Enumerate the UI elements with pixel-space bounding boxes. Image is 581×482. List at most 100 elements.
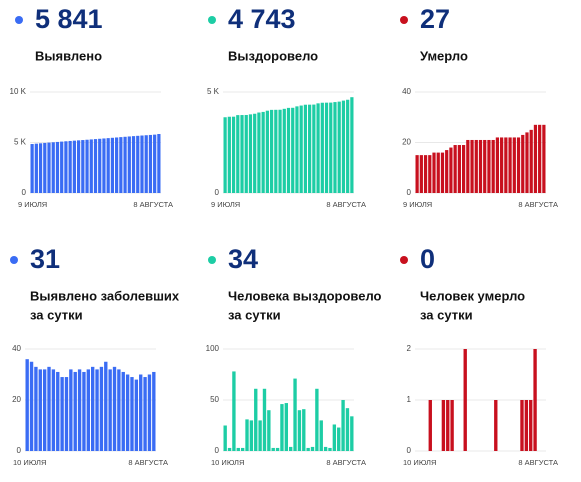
bar [153, 134, 157, 193]
bar [253, 113, 257, 193]
bar [494, 400, 498, 451]
bar [121, 371, 125, 451]
y-tick-label: 1 [407, 395, 412, 404]
y-tick-label: 50 [210, 395, 219, 404]
bar [478, 139, 483, 193]
bar [423, 155, 428, 193]
bar [76, 140, 81, 193]
bar [538, 124, 542, 193]
bar [82, 371, 86, 451]
bar [258, 420, 262, 451]
bar [257, 112, 261, 193]
y-tick-label: 40 [12, 344, 21, 353]
bar [337, 427, 341, 451]
bar [440, 152, 445, 193]
bar [324, 102, 329, 193]
bar [56, 371, 60, 451]
bar [81, 140, 85, 193]
metric-label: Выявлено заболевших [30, 288, 180, 303]
bar [328, 447, 332, 451]
bullet [15, 16, 23, 24]
bar [350, 416, 354, 451]
bar [42, 369, 47, 451]
bar [457, 145, 461, 193]
bar [293, 378, 297, 451]
bar [134, 379, 139, 451]
bar [329, 102, 333, 193]
bar [223, 117, 227, 193]
bar [282, 108, 286, 193]
bar [99, 366, 104, 451]
y-tick-label: 0 [215, 446, 220, 455]
metric-label: за сутки [420, 307, 473, 322]
bar [441, 400, 446, 451]
y-tick-label: 0 [407, 446, 412, 455]
x-tick-label: 9 ИЮЛЯ [18, 200, 47, 209]
bar [245, 419, 249, 451]
x-tick-label: 8 АВГУСТА [518, 200, 558, 209]
bar [350, 97, 354, 193]
y-tick-label: 5 K [207, 87, 220, 96]
bar [86, 369, 90, 451]
bar [310, 446, 315, 451]
bar [312, 104, 316, 193]
bar [508, 137, 512, 193]
bar [432, 152, 436, 193]
bar [323, 446, 328, 451]
headline-value: 0 [420, 244, 435, 274]
bar [521, 134, 525, 193]
x-tick-label: 8 АВГУСТА [128, 458, 168, 467]
bar [529, 400, 533, 451]
metric-label: за сутки [228, 307, 281, 322]
bar [64, 141, 68, 193]
bar [98, 138, 102, 193]
y-tick-label: 5 K [14, 138, 27, 147]
headline-value: 31 [30, 244, 60, 274]
bar [542, 124, 546, 193]
bullet [400, 16, 408, 24]
y-tick-label: 100 [206, 344, 220, 353]
bar [112, 366, 117, 451]
bar [524, 400, 529, 451]
x-tick-label: 10 ИЮЛЯ [211, 458, 244, 467]
x-tick-label: 10 ИЮЛЯ [13, 458, 46, 467]
bar [125, 374, 130, 451]
bar [286, 107, 291, 193]
bar [275, 447, 280, 451]
bar [308, 104, 312, 193]
bar [315, 388, 319, 451]
bar [529, 129, 533, 193]
bar [267, 410, 271, 451]
bar [123, 136, 127, 193]
bar [43, 142, 47, 193]
bar [104, 361, 108, 451]
bar [520, 400, 524, 451]
bar [254, 388, 258, 451]
bar [428, 155, 432, 193]
x-tick-label: 9 ИЮЛЯ [211, 200, 240, 209]
y-tick-label: 0 [407, 188, 412, 197]
bar [240, 115, 244, 193]
y-tick-label: 40 [402, 87, 411, 96]
bar [47, 142, 51, 193]
bar [236, 447, 240, 451]
bar [38, 143, 43, 193]
bar [77, 369, 82, 451]
bar [106, 138, 110, 193]
metric-label: Выявлено [35, 48, 102, 63]
bar [525, 132, 529, 193]
headline-value: 34 [228, 244, 258, 274]
bar [436, 152, 440, 193]
bar [244, 114, 248, 193]
bullet [10, 256, 18, 264]
bar [29, 361, 34, 451]
bar [73, 371, 77, 451]
headline-value: 27 [420, 4, 450, 34]
bar [341, 100, 346, 193]
bar [240, 447, 245, 451]
bar [231, 116, 236, 193]
bar [470, 139, 474, 193]
bar [487, 139, 491, 193]
y-tick-label: 0 [22, 188, 27, 197]
